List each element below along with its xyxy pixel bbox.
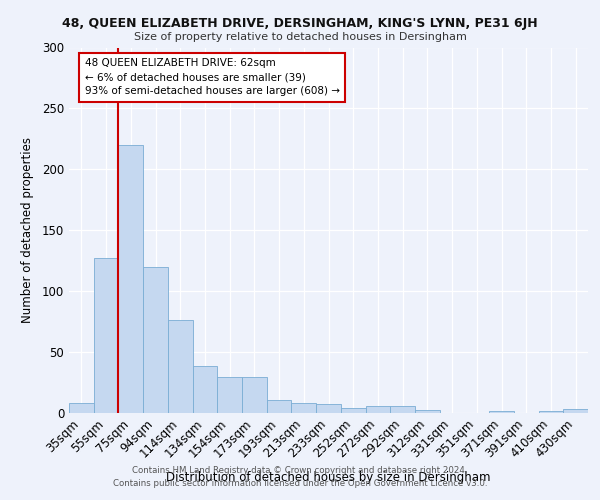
Bar — [242, 377, 267, 412]
X-axis label: Distribution of detached houses by size in Dersingham: Distribution of detached houses by size … — [166, 472, 491, 484]
Bar — [193, 366, 217, 412]
Bar — [267, 400, 292, 412]
Bar — [94, 258, 118, 412]
Bar — [143, 266, 168, 412]
Bar — [415, 410, 440, 412]
Text: 48 QUEEN ELIZABETH DRIVE: 62sqm
← 6% of detached houses are smaller (39)
93% of : 48 QUEEN ELIZABETH DRIVE: 62sqm ← 6% of … — [85, 58, 340, 96]
Bar — [390, 406, 415, 412]
Bar — [217, 377, 242, 412]
Text: Contains HM Land Registry data © Crown copyright and database right 2024.
Contai: Contains HM Land Registry data © Crown c… — [113, 466, 487, 487]
Bar — [292, 403, 316, 412]
Bar — [118, 145, 143, 412]
Text: Size of property relative to detached houses in Dersingham: Size of property relative to detached ho… — [134, 32, 466, 42]
Bar — [69, 403, 94, 412]
Text: 48, QUEEN ELIZABETH DRIVE, DERSINGHAM, KING'S LYNN, PE31 6JH: 48, QUEEN ELIZABETH DRIVE, DERSINGHAM, K… — [62, 18, 538, 30]
Bar — [563, 409, 588, 412]
Bar — [341, 408, 365, 412]
Bar — [168, 320, 193, 412]
Y-axis label: Number of detached properties: Number of detached properties — [20, 137, 34, 323]
Bar — [365, 406, 390, 412]
Bar — [316, 404, 341, 412]
